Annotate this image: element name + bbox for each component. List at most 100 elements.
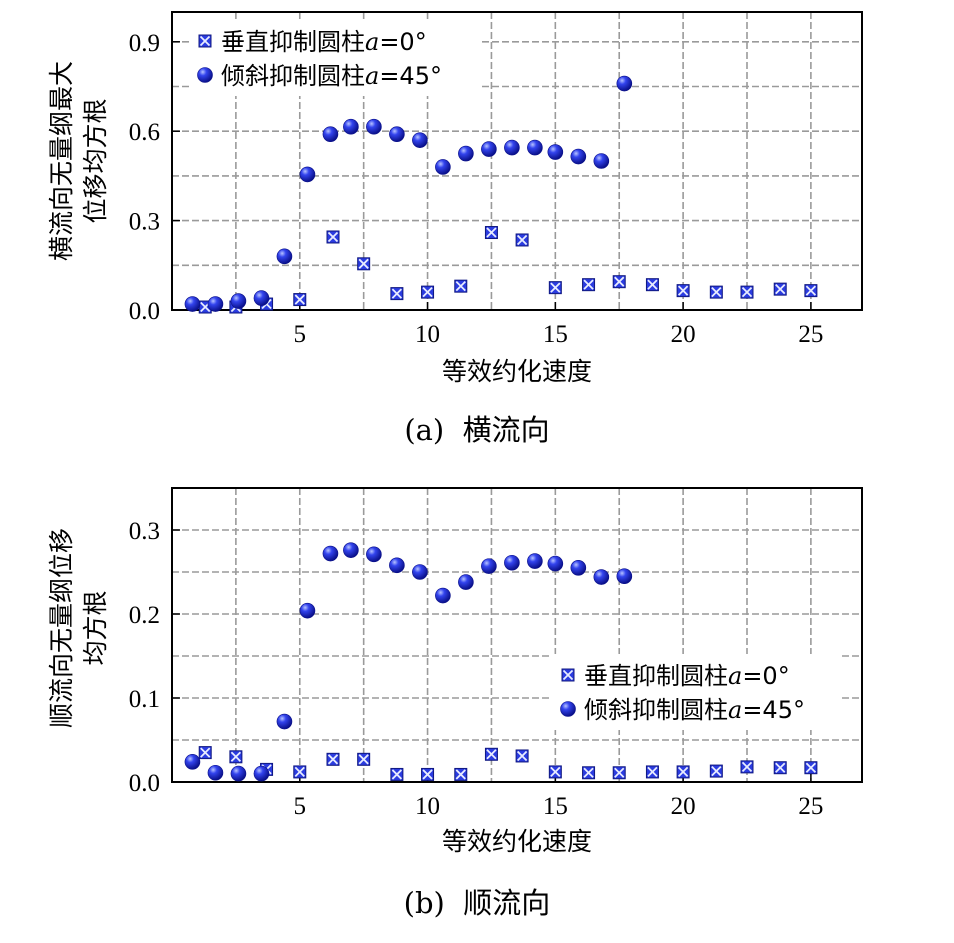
data-point-tilted bbox=[366, 118, 382, 135]
panel-caption: (b) 顺流向 bbox=[404, 886, 551, 920]
data-point-tilted bbox=[570, 148, 587, 165]
data-point-vertical bbox=[198, 34, 212, 48]
plot-frame bbox=[171, 487, 863, 783]
panel-caption: (a) 横流向 bbox=[404, 413, 549, 447]
x-tick-label: 25 bbox=[798, 321, 823, 348]
data-point-vertical bbox=[612, 766, 626, 780]
data-point-vertical bbox=[709, 285, 723, 299]
data-point-tilted bbox=[322, 545, 339, 562]
data-point-tilted bbox=[570, 559, 587, 576]
data-point-tilted bbox=[616, 568, 633, 585]
data-point-tilted bbox=[435, 159, 451, 175]
y-axis-label-line-2: 均方根 bbox=[81, 590, 110, 665]
data-point-vertical bbox=[740, 760, 754, 774]
y-axis-label-line-1: 横流向无量纲最大 bbox=[47, 61, 76, 261]
data-point-tilted bbox=[207, 764, 224, 781]
y-tick-label: 0.3 bbox=[129, 209, 160, 236]
data-point-tilted bbox=[481, 141, 497, 157]
data-point-tilted bbox=[435, 587, 451, 604]
data-point-vertical bbox=[773, 761, 787, 775]
data-point-tilted bbox=[458, 145, 474, 162]
y-tick-label: 0.0 bbox=[129, 298, 160, 325]
data-point-vertical bbox=[548, 281, 562, 295]
data-point-vertical bbox=[645, 278, 659, 292]
data-point-vertical bbox=[740, 285, 754, 299]
data-point-tilted bbox=[481, 558, 497, 574]
x-tick-label: 10 bbox=[415, 321, 440, 348]
legend-entry-label: 垂直抑制圆柱a=0° bbox=[221, 28, 427, 56]
data-point-vertical bbox=[548, 765, 562, 779]
data-point-tilted bbox=[504, 554, 520, 571]
grid-lines bbox=[172, 488, 862, 782]
y-tick-label: 0.3 bbox=[129, 518, 160, 545]
x-tick-label: 25 bbox=[798, 793, 823, 820]
data-point-vertical bbox=[804, 284, 818, 298]
data-point-vertical bbox=[229, 750, 243, 764]
data-point-tilted bbox=[299, 602, 316, 619]
data-point-vertical bbox=[421, 285, 435, 299]
data-point-vertical bbox=[676, 284, 690, 298]
data-point-vertical bbox=[709, 764, 723, 778]
data-point-tilted bbox=[412, 132, 428, 148]
data-point-tilted bbox=[230, 765, 247, 782]
y-tick-label: 0.1 bbox=[129, 686, 160, 713]
data-point-tilted bbox=[322, 126, 339, 142]
y-tick-label: 0.0 bbox=[129, 770, 160, 797]
y-axis-label-line-1: 顺流向无量纲位移 bbox=[47, 528, 76, 728]
data-point-vertical bbox=[390, 287, 404, 301]
legend-entry-label: 倾斜抑制圆柱a=45° bbox=[221, 62, 442, 90]
x-tick-label: 20 bbox=[671, 321, 696, 348]
data-markers bbox=[184, 75, 818, 314]
data-point-tilted bbox=[276, 248, 293, 265]
x-tick-label: 5 bbox=[294, 321, 307, 348]
x-tick-label: 15 bbox=[543, 321, 568, 348]
data-point-vertical bbox=[484, 226, 498, 240]
data-point-tilted bbox=[366, 546, 382, 563]
data-point-tilted bbox=[197, 67, 213, 83]
data-point-vertical bbox=[293, 293, 307, 307]
data-point-vertical bbox=[804, 761, 818, 775]
y-tick-labels: 0.0 0.3 0.6 0.9 bbox=[129, 30, 180, 325]
legend-background bbox=[552, 654, 842, 730]
plot-frame bbox=[171, 11, 863, 311]
data-point-tilted bbox=[593, 569, 610, 585]
x-tick-labels: 5 10 15 20 25 bbox=[294, 302, 823, 348]
data-point-vertical bbox=[390, 767, 404, 781]
data-point-tilted bbox=[343, 542, 359, 558]
data-point-tilted bbox=[616, 75, 633, 92]
x-axis-label: 等效约化速度 bbox=[442, 827, 592, 856]
legend-background bbox=[189, 20, 479, 96]
data-point-vertical bbox=[454, 279, 468, 293]
data-point-vertical bbox=[421, 767, 435, 781]
data-point-vertical bbox=[561, 668, 575, 682]
data-point-vertical bbox=[326, 752, 340, 766]
x-tick-label: 20 bbox=[671, 793, 696, 820]
y-tick-label: 0.9 bbox=[129, 30, 160, 57]
data-markers bbox=[184, 542, 818, 782]
data-point-tilted bbox=[593, 153, 610, 169]
data-point-vertical bbox=[515, 233, 529, 247]
data-point-tilted bbox=[184, 754, 201, 770]
data-point-vertical bbox=[454, 767, 468, 781]
data-point-vertical bbox=[582, 766, 596, 780]
legend: 垂直抑制圆柱a=0° 倾斜抑制圆柱a=45° bbox=[189, 20, 479, 96]
chart-panel-cross-flow: 5 10 15 20 25 0.0 0.3 0.6 0.9 垂直抑制圆柱a=0° 倾斜抑制圆柱a… bbox=[47, 11, 863, 447]
x-tick-label: 10 bbox=[415, 793, 440, 820]
data-point-vertical bbox=[515, 749, 529, 763]
x-axis-label: 等效约化速度 bbox=[442, 357, 592, 386]
data-point-vertical bbox=[645, 765, 659, 779]
data-point-tilted bbox=[527, 139, 543, 156]
data-point-tilted bbox=[276, 713, 293, 730]
data-point-tilted bbox=[184, 296, 201, 312]
data-point-tilted bbox=[343, 118, 359, 135]
y-tick-label: 0.6 bbox=[129, 119, 160, 146]
data-point-vertical bbox=[357, 752, 371, 766]
x-tick-label: 5 bbox=[294, 793, 307, 820]
x-tick-label: 15 bbox=[543, 793, 568, 820]
data-point-tilted bbox=[547, 555, 564, 572]
data-point-tilted bbox=[299, 166, 316, 183]
data-point-vertical bbox=[293, 765, 307, 779]
chart-panel-in-line-flow: 5 10 15 20 25 0.0 0.1 0.2 0.3 垂直抑制圆柱a=0° 倾斜抑制圆柱a… bbox=[47, 487, 863, 920]
data-point-tilted bbox=[253, 290, 270, 306]
